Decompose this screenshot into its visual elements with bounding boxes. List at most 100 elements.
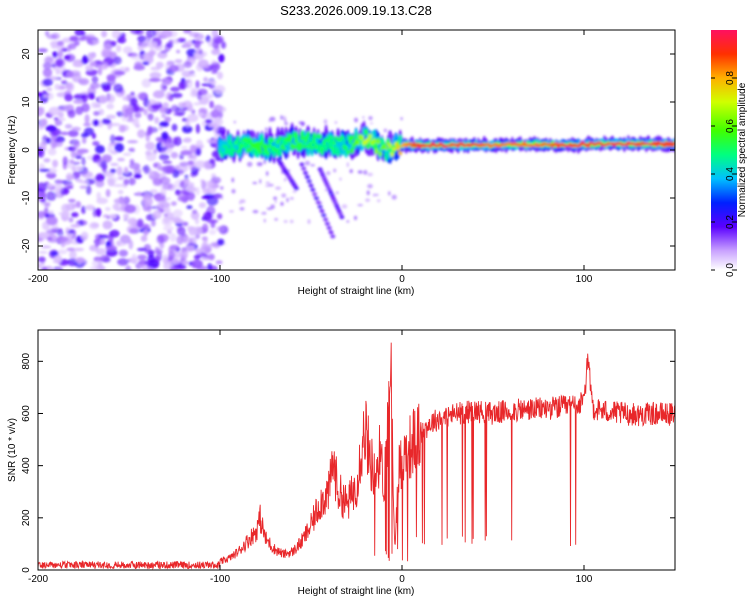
signal-cell bbox=[308, 141, 313, 146]
noise-blob bbox=[130, 30, 142, 35]
noise-blob bbox=[57, 50, 64, 58]
noise-blob bbox=[353, 117, 359, 123]
signal-cell bbox=[340, 135, 345, 140]
noise-blob bbox=[38, 232, 50, 239]
signal-cell bbox=[388, 142, 393, 149]
noise-blob bbox=[102, 220, 113, 230]
noise-blob bbox=[67, 233, 73, 239]
noise-blob bbox=[180, 150, 193, 156]
y-tick-label: 10 bbox=[21, 96, 32, 108]
noise-blob bbox=[195, 123, 200, 134]
noise-blob bbox=[145, 30, 157, 38]
noise-blob bbox=[183, 30, 192, 34]
noise-blob bbox=[265, 181, 270, 184]
noise-blob bbox=[192, 152, 197, 162]
noise-blob bbox=[117, 157, 125, 162]
noise-blob bbox=[161, 131, 169, 140]
noise-blob bbox=[201, 180, 207, 190]
noise-blob bbox=[55, 57, 66, 68]
noise-blob bbox=[110, 134, 116, 144]
noise-blob bbox=[63, 104, 75, 111]
noise-blob bbox=[213, 133, 222, 137]
noise-blob bbox=[252, 182, 258, 184]
signal-cell bbox=[232, 148, 236, 153]
noise-blob bbox=[274, 200, 277, 204]
noise-blob bbox=[193, 102, 202, 106]
noise-blob bbox=[310, 164, 315, 167]
noise-blob bbox=[179, 161, 190, 167]
noise-blob bbox=[75, 155, 82, 159]
noise-blob bbox=[69, 159, 74, 164]
streak-blob bbox=[312, 192, 318, 196]
noise-blob bbox=[114, 136, 124, 142]
streak-blob bbox=[310, 187, 316, 192]
signal-cell bbox=[260, 135, 264, 142]
noise-blob bbox=[147, 125, 153, 136]
noise-blob bbox=[211, 30, 219, 39]
noise-blob bbox=[78, 78, 90, 86]
noise-blob bbox=[203, 93, 214, 100]
noise-blob bbox=[207, 123, 218, 128]
signal-cell bbox=[460, 142, 465, 146]
signal-cell bbox=[408, 142, 413, 146]
noise-blob bbox=[140, 235, 148, 242]
spectrogram-marks bbox=[38, 30, 675, 270]
streak-blob bbox=[326, 225, 332, 230]
noise-blob bbox=[89, 266, 102, 270]
noise-blob bbox=[158, 153, 170, 161]
noise-blob bbox=[80, 231, 89, 241]
noise-blob bbox=[201, 257, 211, 261]
noise-blob bbox=[127, 140, 139, 144]
noise-blob bbox=[79, 185, 88, 189]
noise-blob bbox=[160, 82, 168, 92]
noise-blob bbox=[176, 235, 184, 245]
signal-cell bbox=[268, 144, 272, 149]
noise-blob bbox=[85, 66, 94, 72]
noise-blob bbox=[252, 210, 259, 214]
noise-blob bbox=[122, 152, 132, 156]
snr-series-line bbox=[38, 342, 675, 570]
noise-blob bbox=[269, 116, 276, 122]
noise-blob bbox=[65, 175, 75, 180]
streak-blob bbox=[304, 175, 310, 180]
noise-blob bbox=[94, 241, 100, 248]
streak-blob bbox=[323, 217, 329, 222]
y-tick-label: 400 bbox=[21, 457, 32, 474]
signal-cell bbox=[436, 145, 441, 148]
noise-blob bbox=[97, 67, 103, 76]
noise-blob bbox=[179, 153, 185, 160]
y-tick-label: -20 bbox=[21, 238, 32, 253]
noise-blob bbox=[66, 44, 72, 53]
noise-blob bbox=[210, 265, 218, 270]
noise-blob bbox=[71, 212, 79, 218]
noise-blob bbox=[190, 211, 200, 220]
noise-blob bbox=[209, 158, 216, 165]
noise-blob bbox=[61, 210, 70, 218]
signal-cell bbox=[440, 143, 445, 146]
streak-blob bbox=[321, 213, 327, 218]
noise-blob bbox=[46, 183, 54, 189]
noise-blob bbox=[265, 171, 269, 176]
noise-blob bbox=[349, 169, 353, 174]
noise-blob bbox=[38, 250, 48, 254]
noise-blob bbox=[162, 160, 172, 164]
noise-blob bbox=[162, 183, 173, 190]
noise-blob bbox=[162, 165, 174, 175]
noise-blob bbox=[81, 103, 90, 113]
noise-blob bbox=[65, 83, 73, 90]
noise-blob bbox=[117, 176, 125, 181]
signal-cell bbox=[300, 135, 305, 141]
spectrogram-noise-blobs bbox=[38, 30, 403, 270]
noise-blob bbox=[190, 166, 199, 175]
signal-cell bbox=[274, 148, 279, 153]
noise-blob bbox=[209, 229, 217, 235]
noise-blob bbox=[195, 47, 203, 55]
noise-blob bbox=[178, 102, 187, 107]
noise-blob bbox=[130, 97, 138, 107]
streak-blob bbox=[308, 183, 314, 188]
noise-blob bbox=[60, 131, 70, 136]
noise-blob bbox=[220, 186, 224, 190]
snr-panel: -200 -100 0 100 0 200 400 600 800 Height of stra… bbox=[7, 329, 676, 597]
